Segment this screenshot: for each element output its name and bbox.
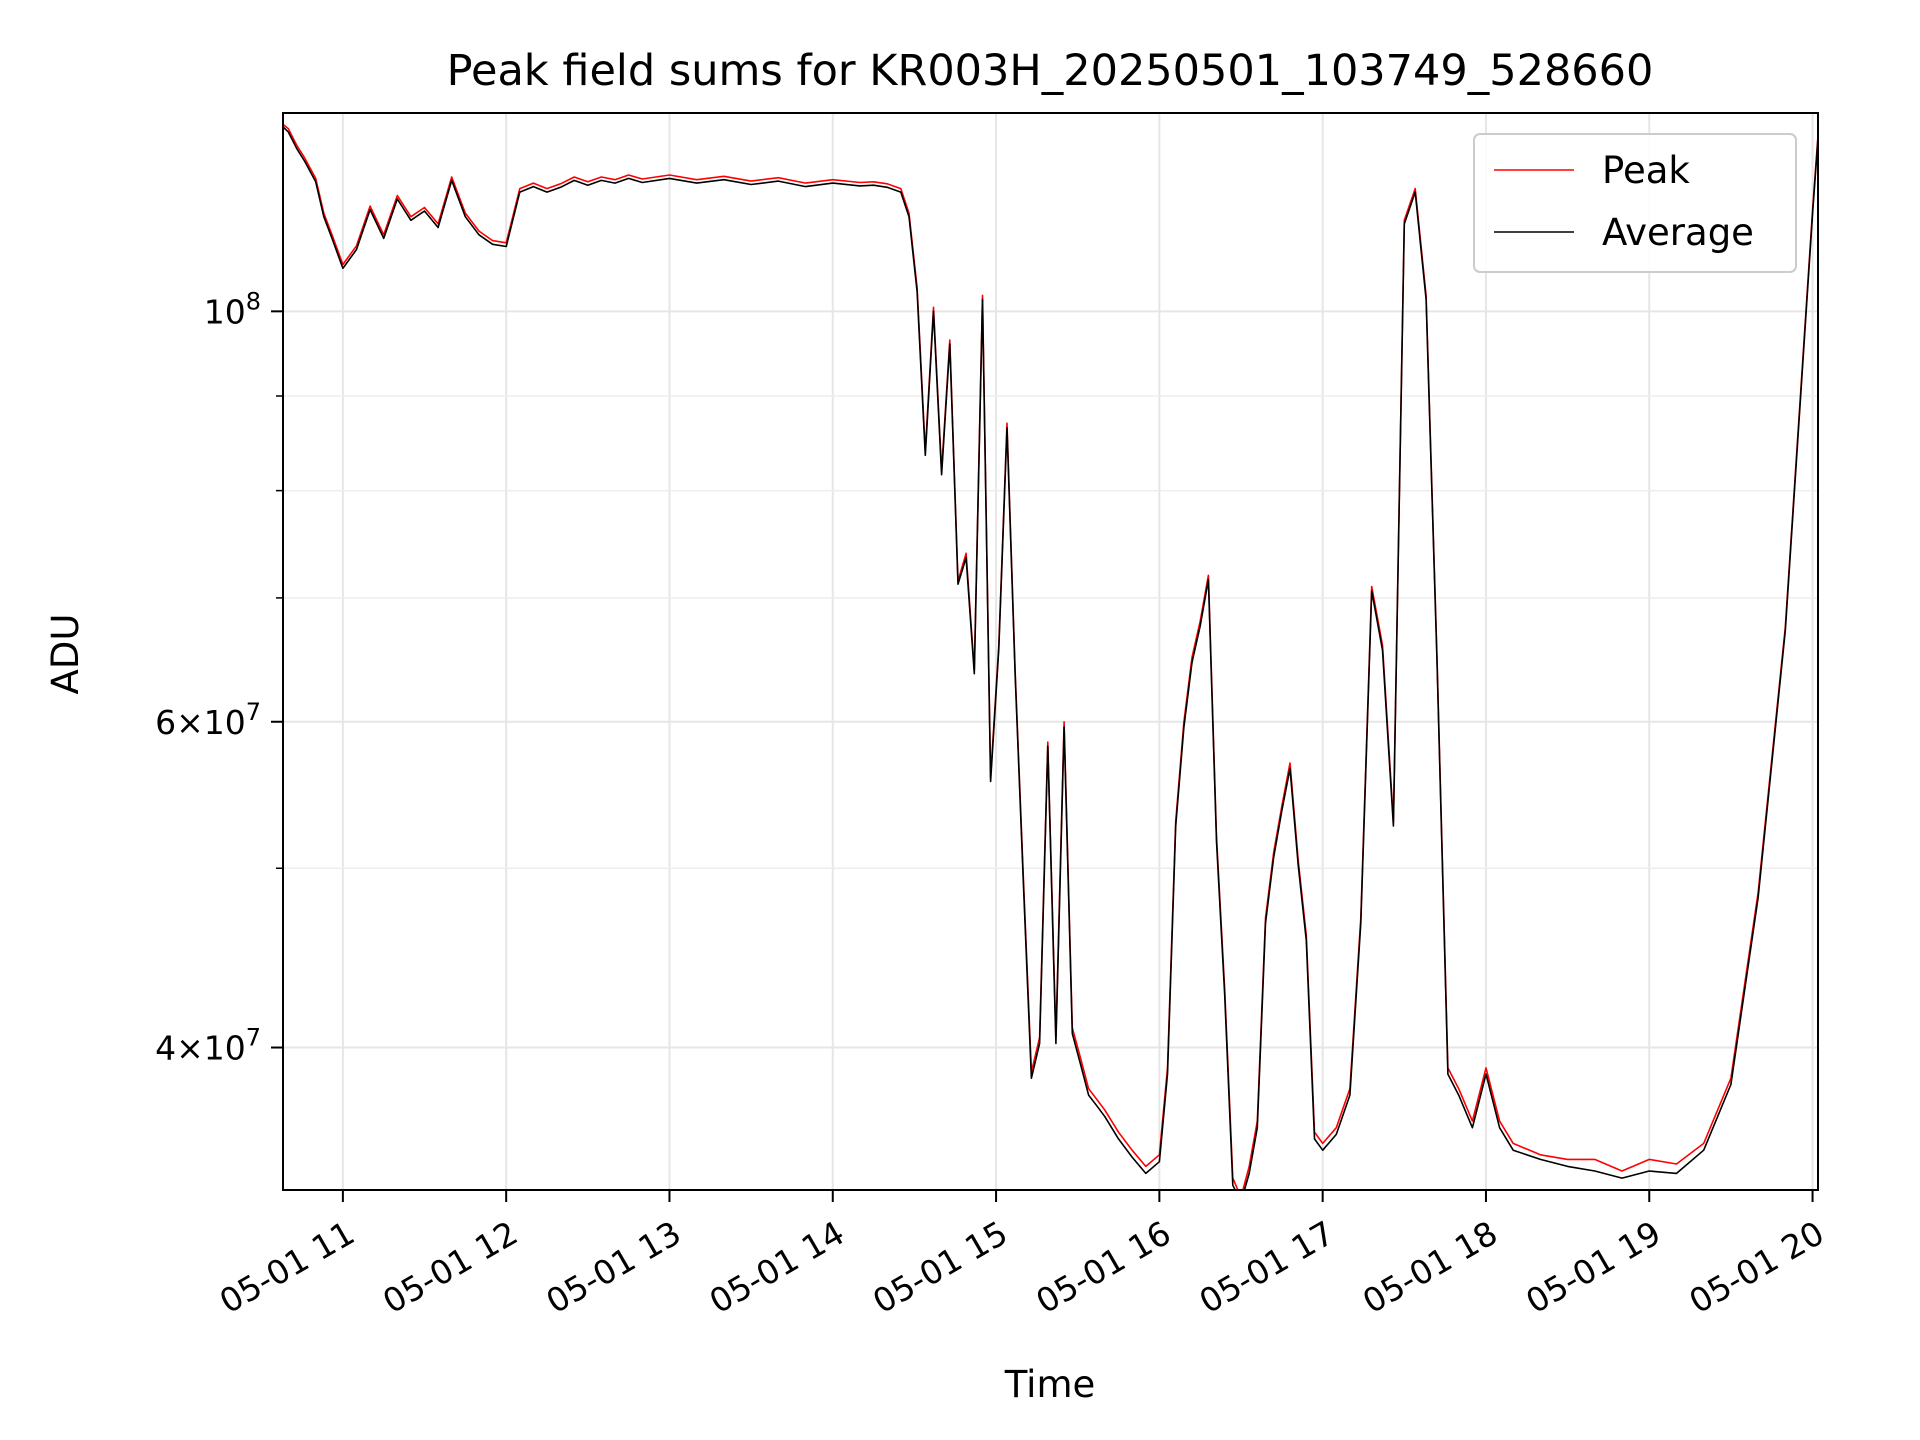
y-tick-label: 6×107 [155, 698, 261, 742]
y-tick-label: 4×107 [155, 1024, 261, 1068]
legend-box [1473, 133, 1797, 273]
series-line-average [283, 126, 1818, 1190]
legend-label-average: Average [1602, 211, 1754, 254]
legend-label-peak: Peak [1602, 149, 1690, 192]
series-layer [283, 123, 1818, 1190]
y-axis-label: ADU [44, 614, 87, 695]
x-axis-label: Time [1004, 1363, 1096, 1406]
legend: Peak Average [1473, 133, 1797, 273]
chart-title: Peak field sums for KR003H_20250501_1037… [447, 46, 1654, 96]
y-tick-label: 108 [204, 287, 261, 331]
plot-frame [282, 112, 1819, 1191]
